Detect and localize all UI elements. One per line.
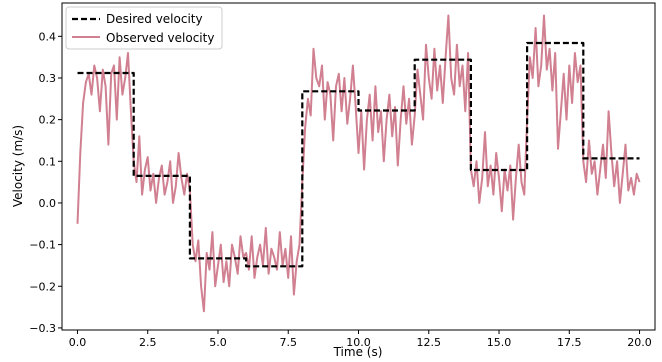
y-tick-label: 0.2 xyxy=(39,114,57,127)
x-axis: 0.0 2.5 5.0 7.5 10.0 12.5 15.0 17.5 20.0 xyxy=(69,330,652,349)
x-tick-label: 20.0 xyxy=(627,336,652,349)
x-axis-label: Time (s) xyxy=(333,345,383,359)
y-axis-label: Velocity (m/s) xyxy=(11,125,25,207)
plot-area xyxy=(76,14,641,313)
x-tick-label: 10.0 xyxy=(346,336,371,349)
y-tick-label: −0.1 xyxy=(29,239,56,252)
legend-observed-label: Observed velocity xyxy=(106,31,214,45)
x-tick-label: 5.0 xyxy=(209,336,227,349)
y-tick-label: 0.3 xyxy=(39,72,57,85)
y-tick-label: −0.2 xyxy=(29,280,56,293)
plot-frame xyxy=(61,2,656,331)
y-tick-label: 0.4 xyxy=(39,30,57,43)
x-tick-label: 12.5 xyxy=(417,336,442,349)
y-tick-label: −0.3 xyxy=(29,322,56,335)
x-tick-label: 2.5 xyxy=(139,336,157,349)
y-tick-label: 0.0 xyxy=(39,197,57,210)
y-tick-label: 0.1 xyxy=(39,155,57,168)
x-tick-label: 15.0 xyxy=(487,336,512,349)
x-tick-label: 17.5 xyxy=(557,336,582,349)
legend-desired-label: Desired velocity xyxy=(106,12,203,26)
y-axis: −0.3 −0.2 −0.1 0.0 0.1 0.2 0.3 0.4 xyxy=(29,30,62,335)
desired-velocity-line xyxy=(77,41,640,268)
observed-velocity-line xyxy=(76,14,641,313)
legend-box xyxy=(65,6,223,50)
legend: Desired velocity Observed velocity xyxy=(65,6,223,50)
x-tick-label: 7.5 xyxy=(279,336,297,349)
x-tick-label: 0.0 xyxy=(69,336,87,349)
